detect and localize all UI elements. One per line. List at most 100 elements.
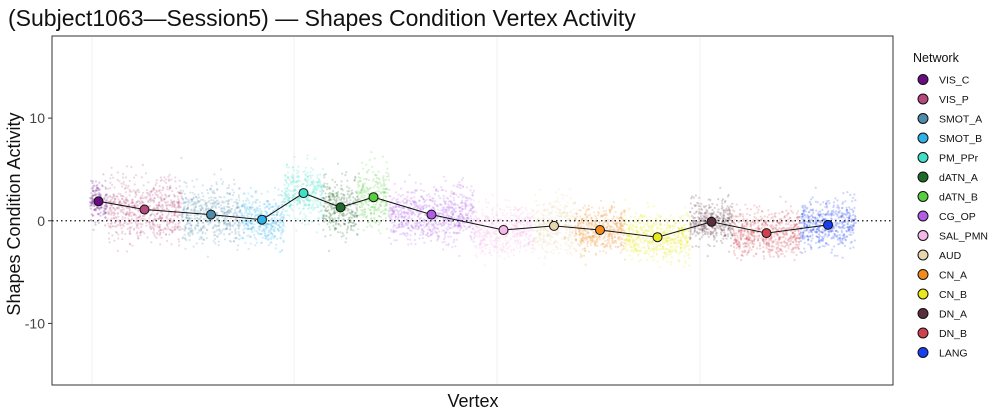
vertex-point <box>204 202 208 205</box>
vertex-point <box>477 234 480 237</box>
vertex-point <box>176 225 179 228</box>
vertex-point <box>141 197 145 200</box>
vertex-point <box>217 244 220 247</box>
vertex-point <box>350 189 353 192</box>
vertex-point <box>363 182 366 185</box>
vertex-point <box>180 214 183 217</box>
vertex-point <box>99 206 102 209</box>
vertex-point <box>584 263 587 266</box>
vertex-point <box>357 172 360 175</box>
vertex-point <box>115 231 118 234</box>
vertex-point <box>336 231 340 234</box>
vertex-point <box>548 218 551 222</box>
vertex-point <box>150 212 154 215</box>
vertex-point <box>213 196 216 199</box>
vertex-point <box>365 191 368 194</box>
vertex-point <box>228 239 231 242</box>
vertex-point <box>360 196 363 199</box>
vertex-point <box>156 194 159 197</box>
vertex-point <box>137 227 140 230</box>
vertex-point <box>413 189 417 192</box>
vertex-point <box>302 204 306 207</box>
vertex-point <box>680 214 684 217</box>
vertex-point <box>507 242 510 245</box>
vertex-point <box>264 237 267 240</box>
vertex-point <box>252 225 255 228</box>
vertex-point <box>448 208 451 211</box>
vertex-point <box>205 229 209 232</box>
vertex-point <box>449 195 452 198</box>
vertex-point <box>332 194 335 197</box>
vertex-point <box>277 205 280 208</box>
vertex-point <box>163 227 167 230</box>
vertex-point <box>165 207 169 211</box>
vertex-point <box>295 229 298 232</box>
vertex-point <box>369 224 372 227</box>
vertex-point <box>536 210 539 213</box>
vertex-point <box>422 223 425 227</box>
vertex-point <box>613 233 617 236</box>
vertex-point <box>183 210 186 213</box>
vertex-point <box>182 208 185 212</box>
vertex-point <box>407 243 410 246</box>
vertex-point <box>506 252 509 255</box>
vertex-point <box>311 199 314 202</box>
vertex-point <box>481 245 484 248</box>
vertex-point <box>255 230 258 233</box>
vertex-point <box>470 231 473 234</box>
vertex-point <box>124 213 127 216</box>
vertex-point <box>279 221 282 224</box>
vertex-point <box>223 196 226 199</box>
vertex-point <box>519 213 522 216</box>
vertex-point <box>524 206 527 209</box>
vertex-point <box>547 208 550 211</box>
vertex-point <box>276 213 279 216</box>
vertex-point <box>233 222 236 225</box>
vertex-point <box>485 229 489 232</box>
vertex-point <box>562 194 565 197</box>
vertex-point <box>218 228 221 231</box>
vertex-point <box>551 232 554 235</box>
vertex-point <box>196 224 199 227</box>
vertex-point <box>508 220 511 224</box>
vertex-point <box>116 249 119 252</box>
vertex-point <box>219 196 223 199</box>
vertex-point <box>400 187 403 190</box>
vertex-point <box>302 182 305 186</box>
vertex-point <box>296 203 299 206</box>
vertex-point <box>105 205 108 208</box>
vertex-point <box>112 200 115 203</box>
vertex-point <box>169 228 172 231</box>
vertex-point <box>89 197 92 200</box>
vertex-point <box>367 207 370 210</box>
vertex-point <box>492 206 495 209</box>
vertex-point <box>357 228 360 231</box>
vertex-point <box>451 246 454 249</box>
vertex-point <box>105 193 108 196</box>
vertex-point <box>403 232 406 235</box>
vertex-point <box>560 227 563 230</box>
vertex-point <box>512 254 515 257</box>
vertex-point <box>437 208 440 211</box>
vertex-point <box>145 191 148 194</box>
vertex-point <box>185 217 188 220</box>
vertex-point <box>163 193 167 196</box>
vertex-point <box>255 198 258 202</box>
vertex-point <box>145 189 149 192</box>
vertex-point <box>117 192 120 195</box>
vertex-point <box>267 233 270 236</box>
vertex-point <box>236 248 239 251</box>
vertex-point <box>213 234 216 237</box>
vertex-point <box>547 242 550 245</box>
vertex-point <box>97 221 100 225</box>
vertex-point <box>215 218 219 221</box>
vertex-point <box>266 200 269 203</box>
vertex-point <box>135 219 138 222</box>
vertex-point <box>340 180 343 183</box>
vertex-point <box>274 226 277 229</box>
vertex-point <box>177 201 180 204</box>
vertex-point <box>194 203 197 206</box>
vertex-point <box>216 235 219 238</box>
vertex-point <box>526 212 530 215</box>
vertex-point <box>177 200 180 203</box>
